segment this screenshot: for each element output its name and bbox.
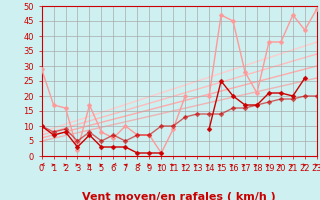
X-axis label: Vent moyen/en rafales ( km/h ): Vent moyen/en rafales ( km/h ) bbox=[82, 192, 276, 200]
